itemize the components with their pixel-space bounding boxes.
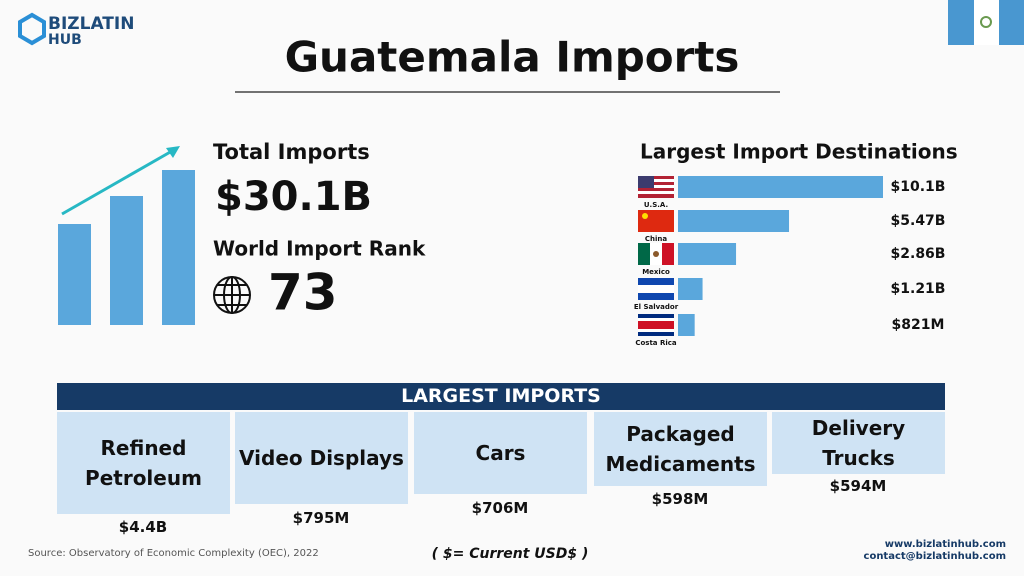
flag-el-salvador — [638, 278, 674, 300]
logo-text: HUB — [48, 32, 82, 48]
currency-note: ( $= Current USD$ ) — [431, 546, 589, 562]
import-value: $598M — [651, 490, 709, 508]
import-value: $4.4B — [118, 518, 168, 536]
import-box: Delivery Trucks — [772, 412, 945, 474]
value-label: $5.47B — [891, 213, 946, 229]
contact: contact@bizlatinhub.com — [863, 551, 1006, 562]
website: www.bizlatinhub.com — [884, 539, 1006, 550]
value-label: $10.1B — [891, 179, 946, 195]
globe-icon — [213, 276, 251, 314]
bar — [678, 278, 703, 300]
title: Guatemala Imports — [285, 33, 740, 82]
source: Source: Observatory of Economic Complexi… — [28, 548, 319, 559]
value-label: $821M — [892, 317, 945, 333]
import-value: $795M — [292, 509, 350, 527]
chart-title: Largest Import Destinations — [640, 140, 958, 164]
country-label: China — [645, 235, 668, 243]
label: Total Imports — [213, 140, 370, 164]
flag-costa-rica — [638, 314, 674, 336]
value-label: $2.86B — [891, 246, 946, 262]
flag — [948, 0, 1024, 45]
bar — [678, 210, 790, 232]
country-label: U.S.A. — [644, 201, 668, 209]
import-box: Packaged Medicaments — [594, 412, 767, 486]
import-value: $706M — [471, 499, 529, 517]
country-label: Costa Rica — [635, 339, 677, 347]
growth-icon — [58, 146, 195, 325]
contact-block: www.bizlatinhub.com contact@bizlatinhub.… — [864, 539, 1006, 563]
import-box: Cars — [414, 412, 587, 494]
flag-usa — [638, 176, 674, 198]
flag-china — [638, 210, 674, 232]
import-box: Video Displays — [235, 412, 408, 504]
value-label: $1.21B — [891, 281, 946, 297]
bar — [678, 176, 883, 198]
logo-text: BIZLATIN — [48, 14, 134, 34]
flag-mexico — [638, 243, 674, 265]
kpi: 73 — [268, 264, 338, 322]
import-value: $594M — [829, 477, 887, 495]
label: World Import Rank — [213, 237, 426, 261]
import-box: Refined Petroleum — [57, 412, 230, 514]
kpi: $30.1B — [215, 174, 372, 220]
section-header: LARGEST IMPORTS — [57, 383, 945, 410]
bar — [678, 243, 737, 265]
country-label: Mexico — [642, 268, 670, 276]
bar — [678, 314, 695, 336]
logo: BIZLATIN HUB — [18, 12, 134, 48]
country-label: El Salvador — [634, 303, 679, 311]
